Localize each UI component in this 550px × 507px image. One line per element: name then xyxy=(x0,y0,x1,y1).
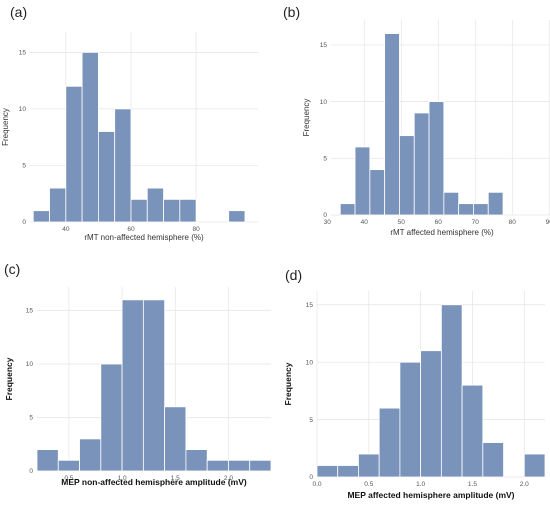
histogram-bar xyxy=(185,449,208,472)
histogram-bar xyxy=(399,135,415,216)
y-tick-label: 5 xyxy=(22,163,26,170)
x-tick-label: 2.0 xyxy=(224,475,233,482)
y-tick-label: 15 xyxy=(26,308,34,315)
histogram-bar xyxy=(163,198,181,223)
y-tick-label: 15 xyxy=(306,302,314,309)
histogram-bar xyxy=(369,169,386,216)
x-axis-title: rMT non-affected hemisphere (%) xyxy=(84,233,204,242)
y-axis-title: Frequency xyxy=(4,357,14,400)
histogram-bar xyxy=(461,384,484,478)
histogram-bar xyxy=(49,187,67,223)
histogram-bar xyxy=(98,131,116,223)
x-tick-label: 80 xyxy=(192,226,200,233)
y-tick-label: 0 xyxy=(22,219,26,226)
histogram-bar xyxy=(36,449,59,472)
histogram-bar xyxy=(79,438,102,472)
panel-label-a: (a) xyxy=(10,4,28,20)
x-tick-label: 40 xyxy=(361,219,369,226)
histogram-bar xyxy=(114,108,132,223)
x-tick-label: 1.0 xyxy=(416,481,425,488)
panel-a: (a) 0 5 10 15 40 60 80 rMT non-affected hemisph… xyxy=(0,0,275,250)
y-tick-label: 10 xyxy=(19,106,27,113)
x-tick-label: 60 xyxy=(127,226,135,233)
x-tick-label: 90 xyxy=(546,219,550,226)
histogram-bar xyxy=(358,453,380,478)
y-tick-label: 15 xyxy=(19,50,27,57)
histogram-bar xyxy=(179,198,197,223)
histogram-bar xyxy=(100,363,123,472)
histogram-bar xyxy=(57,459,80,472)
x-tick-label: 30 xyxy=(324,219,332,226)
x-tick-label: 40 xyxy=(62,226,70,233)
histogram-bar xyxy=(121,299,144,472)
histogram-bar xyxy=(487,191,504,216)
panel-label-c: (c) xyxy=(4,261,21,277)
x-tick-label: 1.5 xyxy=(171,475,180,482)
histogram-bar xyxy=(228,210,246,223)
y-tick-label: 10 xyxy=(306,359,314,366)
histogram-b: 0 5 10 15 30 40 50 60 70 80 90 rMT affected hemisph… xyxy=(302,20,550,237)
histogram-bar xyxy=(32,210,50,223)
histogram-bar xyxy=(249,459,272,472)
histogram-bar xyxy=(384,33,400,216)
x-tick-label: 0.0 xyxy=(312,481,321,488)
histogram-bar xyxy=(399,361,422,478)
histogram-bar xyxy=(420,350,442,478)
x-axis-title: rMT affected hemisphere (%) xyxy=(390,228,494,237)
x-tick-label: 1.0 xyxy=(118,475,127,482)
y-tick-label: 5 xyxy=(323,156,327,163)
histogram-bar xyxy=(523,453,546,478)
x-tick-label: 70 xyxy=(472,219,480,226)
histogram-bar xyxy=(378,407,401,478)
panel-c: (c) 0 5 10 15 0.5 1.0 1.5 2.0 MEP non-affected h… xyxy=(0,255,275,507)
x-tick-label: 1.5 xyxy=(468,481,477,488)
histogram-bar xyxy=(440,304,463,478)
histogram-bar xyxy=(482,442,504,478)
x-tick-label: 2.0 xyxy=(520,481,529,488)
panel-b: (b) 0 5 10 15 30 40 50 60 70 80 90 rMT affected hem… xyxy=(275,0,550,250)
histogram-bar xyxy=(65,85,83,223)
histogram-bar xyxy=(354,146,371,216)
y-tick-label: 10 xyxy=(320,99,328,106)
x-axis-title: MEP non-affected hemisphere amplitude (m… xyxy=(61,477,247,487)
histogram-bar xyxy=(458,203,474,216)
histogram-bar xyxy=(316,465,339,478)
x-tick-label: 80 xyxy=(509,219,517,226)
x-axis-title: MEP affected hemisphere amplitude (mV) xyxy=(347,490,514,500)
x-tick-label: 50 xyxy=(398,219,406,226)
panel-label-b: (b) xyxy=(283,4,301,20)
y-tick-label: 15 xyxy=(320,42,328,49)
histogram-bar xyxy=(443,191,460,216)
y-tick-label: 5 xyxy=(29,415,33,422)
histogram-bar xyxy=(339,203,356,216)
histogram-bar xyxy=(81,51,99,223)
x-tick-label: 0.5 xyxy=(64,475,73,482)
y-tick-label: 0 xyxy=(323,212,327,219)
histogram-bar xyxy=(473,203,489,216)
histogram-d: 0 5 10 15 0.0 0.5 1.0 1.5 2.0 MEP affected hemisp… xyxy=(283,291,546,500)
x-tick-label: 60 xyxy=(435,219,443,226)
histogram-bar xyxy=(146,187,164,223)
y-tick-label: 5 xyxy=(309,417,313,424)
y-axis-title: Frequency xyxy=(302,99,311,137)
histogram-bar xyxy=(428,101,445,216)
x-tick-label: 0.5 xyxy=(364,481,373,488)
y-tick-label: 10 xyxy=(26,361,34,368)
y-axis-title: Frequency xyxy=(1,108,10,146)
histogram-bar xyxy=(206,459,229,472)
y-tick-label: 0 xyxy=(29,468,33,475)
histogram-bar xyxy=(130,198,148,223)
histogram-bar xyxy=(413,112,430,216)
y-axis-title: Frequency xyxy=(283,362,293,405)
histogram-bar xyxy=(228,459,251,472)
histogram-bar xyxy=(164,406,187,472)
histogram-bar xyxy=(142,299,166,472)
y-tick-label: 0 xyxy=(309,474,313,481)
histogram-bar xyxy=(337,465,359,478)
panel-label-d: (d) xyxy=(285,267,303,283)
panel-d: (d) 0 5 10 15 0.0 0.5 1.0 1.5 2.0 MEP affected he… xyxy=(275,255,550,507)
